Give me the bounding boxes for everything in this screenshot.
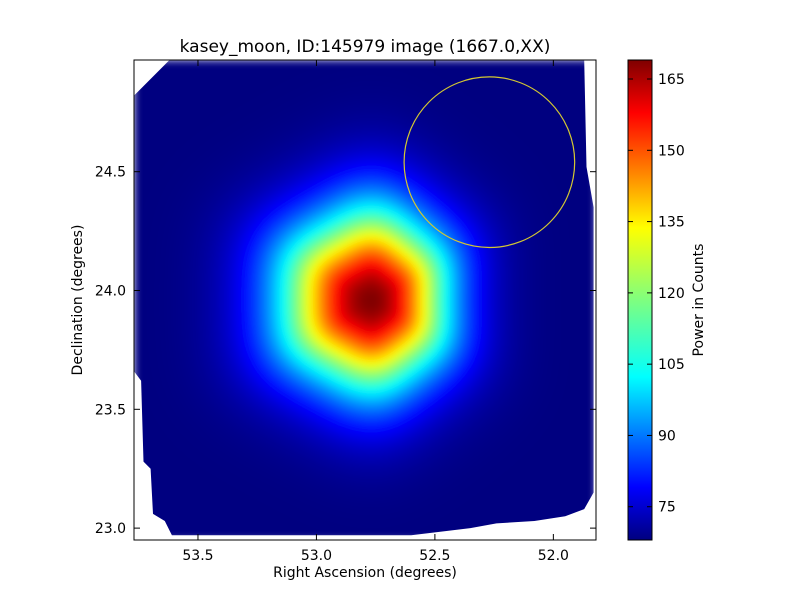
colorbar-tick-label: 165	[658, 72, 685, 88]
x-axis-ticks: 53.5 53.0 52.5 52.0	[182, 60, 569, 564]
y-tick-label: 23.5	[95, 402, 126, 418]
y-tick-label: 24.0	[95, 283, 126, 299]
colorbar	[627, 59, 653, 541]
chart-title: kasey_moon, ID:145979 image (1667.0,XX)	[180, 37, 551, 57]
heatmap-image	[134, 60, 594, 536]
colorbar-tick-label: 120	[658, 286, 685, 302]
colorbar-ticks: 75 90 105 120 135 150 165	[628, 72, 685, 516]
annotation-circle	[403, 76, 576, 249]
x-tick-label: 52.0	[538, 548, 569, 564]
x-tick-label: 52.5	[419, 548, 450, 564]
y-axis-ticks: 23.0 23.5 24.0 24.5	[95, 165, 596, 537]
colorbar-label: Power in Counts	[691, 244, 707, 357]
plot-frame	[133, 59, 597, 541]
x-tick-label: 53.0	[301, 548, 332, 564]
x-tick-label: 53.5	[182, 548, 213, 564]
colorbar-tick-label: 90	[658, 428, 676, 444]
heatmap-area	[134, 60, 594, 536]
colorbar-tick-label: 75	[658, 500, 676, 516]
y-tick-label: 24.5	[95, 165, 126, 181]
y-tick-label: 23.0	[95, 521, 126, 537]
x-axis-label: Right Ascension (degrees)	[273, 565, 457, 581]
y-axis-label: Declination (degrees)	[70, 225, 86, 376]
colorbar-tick-label: 150	[658, 143, 685, 159]
colorbar-tick-label: 105	[658, 357, 685, 373]
colorbar-tick-label: 135	[658, 215, 685, 231]
